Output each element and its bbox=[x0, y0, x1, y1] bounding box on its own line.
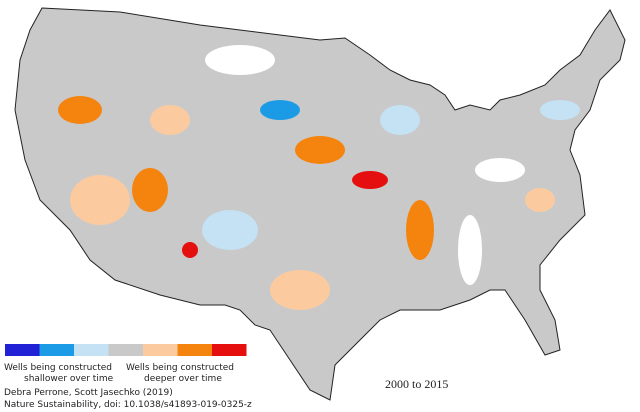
us-map bbox=[14, 7, 626, 401]
credit-authors: Debra Perrone, Scott Jasechko (2019) bbox=[4, 388, 173, 398]
legend-swatch bbox=[143, 344, 178, 356]
legend-right-line1: Wells being constructed bbox=[126, 363, 234, 373]
legend-swatch bbox=[177, 344, 212, 356]
period-label: 2000 to 2015 bbox=[385, 377, 448, 391]
legend-swatch bbox=[39, 344, 74, 356]
map-texture bbox=[58, 45, 580, 310]
legend-swatch bbox=[74, 344, 109, 356]
legend-swatch bbox=[5, 344, 40, 356]
legend-swatch bbox=[212, 344, 247, 356]
legend-left-line2: shallower over time bbox=[24, 374, 114, 384]
legend-right-line2: deeper over time bbox=[144, 374, 222, 384]
legend-swatch bbox=[108, 344, 143, 356]
legend bbox=[5, 344, 247, 356]
legend-left-line1: Wells being constructed bbox=[4, 363, 112, 373]
credit-doi: Nature Sustainability, doi: 10.1038/s418… bbox=[4, 400, 252, 410]
